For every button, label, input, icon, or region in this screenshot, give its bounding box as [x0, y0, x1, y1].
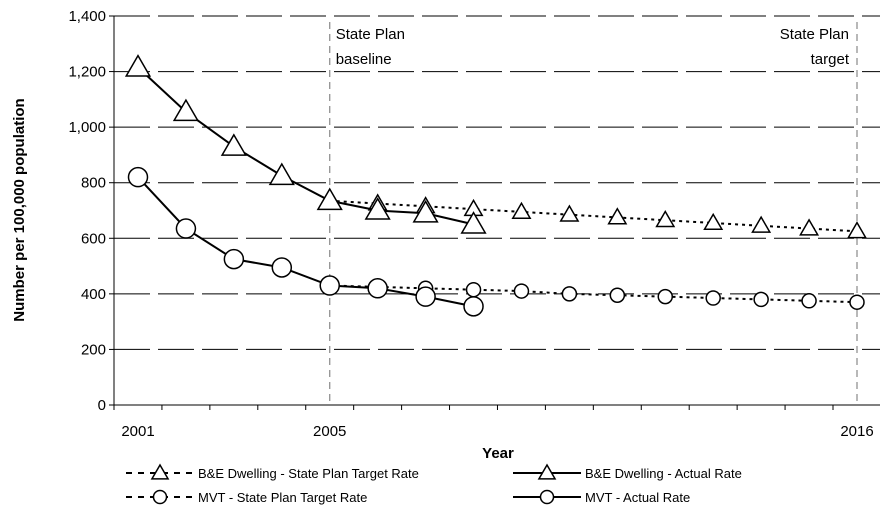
annotation-text: baseline	[336, 51, 392, 68]
y-tick-label: 800	[81, 175, 106, 192]
circle-marker	[271, 257, 293, 278]
circle-marker	[801, 293, 817, 309]
x-tick-label: 2016	[840, 423, 873, 440]
x-tick-labels: 2001 2005 2016	[121, 423, 873, 440]
triangle-marker	[220, 133, 247, 156]
circle-marker	[319, 275, 340, 296]
circle-marker	[657, 288, 674, 305]
circle-marker	[223, 248, 245, 270]
series-group	[124, 54, 867, 317]
circle-marker	[753, 291, 769, 308]
y-tick-label: 400	[81, 286, 106, 303]
triangle-marker	[172, 98, 200, 122]
x-axis-title: Year	[482, 445, 514, 462]
triangle-marker	[412, 200, 439, 223]
circle-marker	[367, 278, 388, 299]
triangle-marker	[703, 212, 724, 231]
circle-marker	[609, 287, 626, 303]
y-tick-label: 600	[81, 230, 106, 247]
series	[319, 190, 867, 239]
triangle-marker	[511, 201, 532, 219]
triangle-marker	[559, 204, 580, 222]
triangle-marker	[124, 54, 152, 77]
triangle-marker	[655, 210, 676, 228]
triangle-marker	[460, 211, 487, 234]
reference-lines	[329, 22, 858, 405]
y-tick-label: 1,400	[68, 8, 106, 25]
circle-marker	[463, 296, 484, 317]
legend-item: MVT - Actual Rate	[513, 489, 690, 505]
y-tick-labels: 0 200 400 600 800 1,000 1,200 1,400	[68, 8, 106, 414]
series	[124, 54, 487, 234]
triangle-marker	[847, 221, 867, 239]
legend: B&E Dwelling - State Plan Target Rate B&E…	[126, 463, 742, 505]
triangle-marker	[607, 207, 628, 225]
y-tick-label: 200	[81, 341, 106, 358]
circle-marker	[465, 281, 482, 298]
legend-item: MVT - State Plan Target Rate	[126, 489, 367, 505]
axes	[113, 16, 880, 410]
x-tick-label: 2005	[313, 423, 346, 440]
circle-marker	[513, 283, 530, 299]
y-tick-label: 1,200	[68, 64, 106, 81]
y-axis-title: Number per 100,000 population	[11, 98, 28, 321]
legend-label: B&E Dwelling - State Plan Target Rate	[198, 466, 419, 481]
annotation-text: target	[811, 51, 850, 68]
y-tick-label: 1,000	[68, 119, 106, 136]
circle-marker	[175, 218, 197, 239]
circle-marker	[561, 286, 578, 302]
annotation-text: State Plan	[780, 26, 849, 43]
legend-item: B&E Dwelling - Actual Rate	[513, 463, 742, 481]
circle-marker	[539, 489, 555, 505]
circle-marker	[415, 286, 436, 307]
series-line	[329, 199, 858, 233]
legend-label: B&E Dwelling - Actual Rate	[585, 466, 742, 481]
legend-item: B&E Dwelling - State Plan Target Rate	[126, 463, 419, 481]
triangle-marker	[268, 162, 295, 186]
series	[127, 166, 484, 317]
triangle-marker	[316, 187, 343, 211]
triangle-marker	[799, 218, 820, 236]
annotations: State Plan baseline State Plan target	[336, 26, 850, 68]
circle-marker	[127, 166, 149, 188]
circle-marker	[152, 489, 168, 505]
gridlines	[109, 15, 880, 406]
triangle-marker	[537, 463, 557, 480]
circle-marker	[849, 294, 865, 310]
legend-label: MVT - Actual Rate	[585, 490, 690, 505]
annotation-text: State Plan	[336, 26, 405, 43]
legend-label: MVT - State Plan Target Rate	[198, 490, 367, 505]
triangle-marker	[751, 215, 772, 233]
triangle-marker	[364, 197, 391, 220]
y-tick-label: 0	[98, 397, 106, 414]
x-tick-label: 2001	[121, 423, 154, 440]
triangle-marker	[150, 463, 170, 480]
circle-marker	[705, 290, 721, 306]
